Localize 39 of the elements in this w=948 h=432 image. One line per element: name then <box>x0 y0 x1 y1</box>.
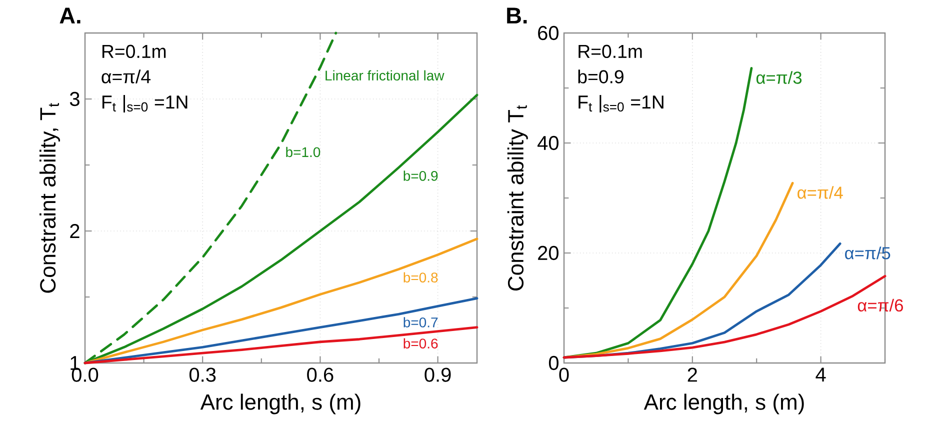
annotation: Linear frictional law <box>326 70 444 81</box>
x-tick-label: 0.3 <box>189 368 216 382</box>
y-tick-label: 40 <box>538 136 558 150</box>
annotation: b=0.7 <box>404 317 438 328</box>
line-series <box>84 326 478 364</box>
x-axis-title: Arc length, s (m) <box>200 394 360 414</box>
x-tick-label: 4 <box>816 368 826 382</box>
annotation: b=0.9 <box>578 70 624 84</box>
annotation: α=π/5 <box>845 246 890 260</box>
line-series <box>84 297 478 364</box>
annotation: b=0.6 <box>404 338 438 348</box>
x-tick-label: 2 <box>688 368 697 382</box>
annotation: b=0.9 <box>404 170 438 181</box>
y-tick-label: 60 <box>538 26 558 40</box>
y-tick-label: 0 <box>548 356 559 370</box>
annotation: b=0.8 <box>404 272 438 282</box>
annotation: α=π/6 <box>858 298 903 312</box>
x-tick-label: 0.6 <box>307 368 334 382</box>
annotation: F$_{t}$ |$_{s=0}$ =1N <box>578 94 664 112</box>
line-series <box>562 182 794 359</box>
y-tick-label: 3 <box>70 92 80 106</box>
annotation: α=π/3 <box>756 71 802 84</box>
y-tick-label: 2 <box>70 224 80 238</box>
chart-title: B. <box>507 8 527 24</box>
x-tick-label: 0.9 <box>424 368 451 382</box>
x-tick-label: 0.0 <box>72 368 98 382</box>
annotation: α=π/4 <box>102 70 151 84</box>
annotation: R=0.1m <box>578 44 642 58</box>
chart-title: A. <box>60 8 80 24</box>
annotation: F$_{t}$ |$_{s=0}$ =1N <box>102 94 188 112</box>
line-series <box>562 67 753 359</box>
y-axis-title: Constraint ability, T$_{t}$ <box>40 102 60 293</box>
annotation: R=0.1m <box>102 44 166 58</box>
x-tick-label: 0 <box>559 368 569 382</box>
annotation: α=π/4 <box>798 186 843 199</box>
annotation: b=1.0 <box>286 146 320 158</box>
y-axis-title: Constraint ability T$_{t}$ <box>507 105 528 290</box>
y-tick-label: 20 <box>538 246 558 260</box>
x-axis-title: Arc length, s (m) <box>644 394 804 414</box>
